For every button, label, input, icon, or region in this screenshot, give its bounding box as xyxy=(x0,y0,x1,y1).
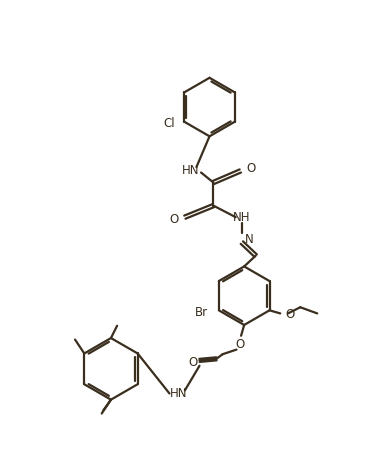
Text: O: O xyxy=(246,162,256,175)
Text: O: O xyxy=(285,308,294,322)
Text: HN: HN xyxy=(170,387,188,400)
Text: O: O xyxy=(189,356,198,369)
Text: Cl: Cl xyxy=(163,117,175,130)
Text: Br: Br xyxy=(195,306,208,319)
Text: NH: NH xyxy=(233,210,250,224)
Text: O: O xyxy=(170,213,179,226)
Text: N: N xyxy=(245,233,254,246)
Text: HN: HN xyxy=(182,164,199,178)
Text: O: O xyxy=(235,339,244,352)
